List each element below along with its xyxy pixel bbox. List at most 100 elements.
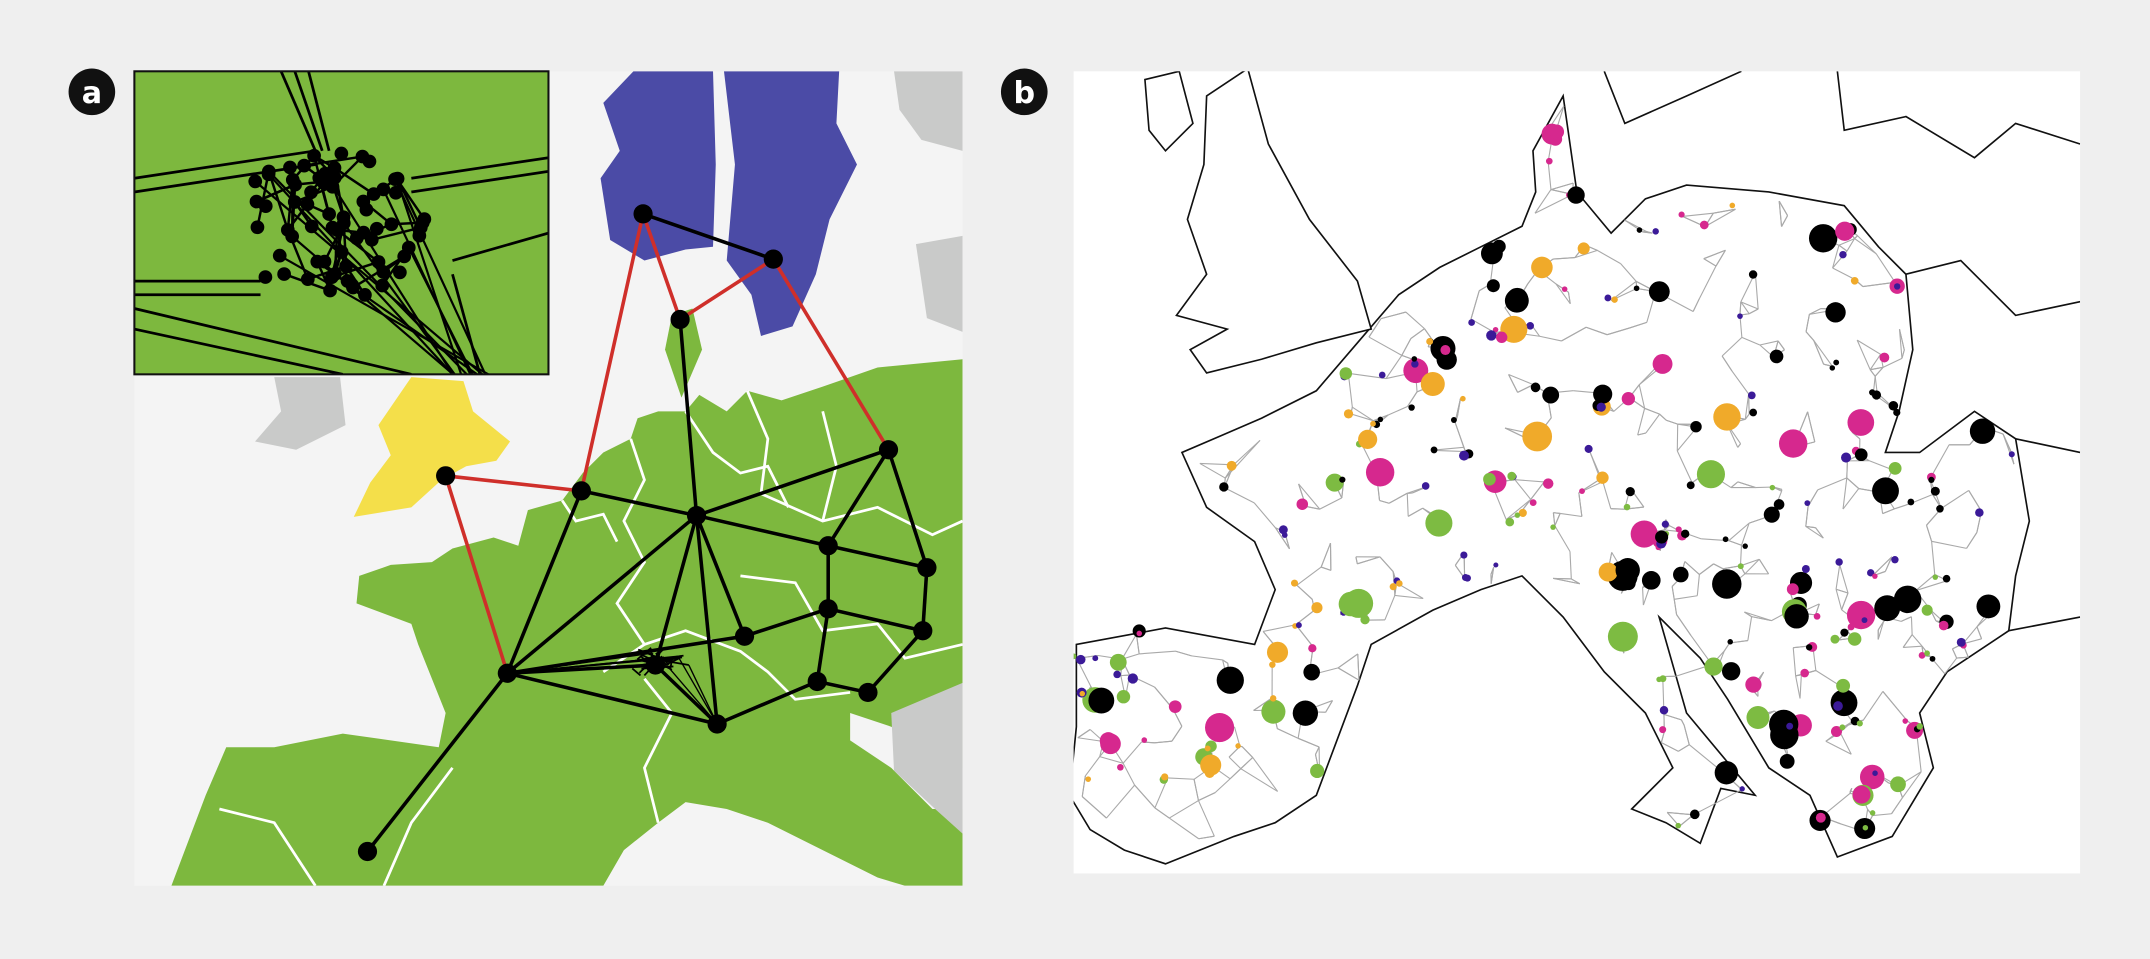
node-magenta bbox=[1813, 612, 1821, 620]
link-be-de bbox=[581, 489, 697, 518]
country-border bbox=[746, 390, 963, 537]
grid-line bbox=[1663, 525, 1670, 531]
grid-line bbox=[1122, 763, 1136, 786]
panel-b-badge: b bbox=[1000, 68, 1048, 116]
node-cz bbox=[818, 536, 838, 556]
interconnector-uk-fr bbox=[443, 475, 510, 674]
grid-line bbox=[1610, 508, 1625, 510]
node-magenta bbox=[1852, 785, 1871, 804]
grid-line bbox=[1723, 642, 1731, 652]
grid-line bbox=[1696, 574, 1700, 596]
inset-node bbox=[307, 148, 321, 163]
node-black bbox=[1567, 186, 1585, 204]
node-se bbox=[763, 249, 783, 269]
grid-line bbox=[1084, 756, 1101, 777]
grid-line bbox=[1642, 231, 1653, 234]
node-orange bbox=[1389, 583, 1397, 591]
country-border bbox=[219, 807, 317, 886]
country-border bbox=[644, 629, 851, 701]
node-orange bbox=[1577, 242, 1590, 255]
grid-line bbox=[1642, 587, 1644, 606]
link-de-fr bbox=[506, 514, 698, 675]
grid-line bbox=[1869, 369, 1876, 377]
node-magenta bbox=[1403, 358, 1429, 384]
node-magenta bbox=[1745, 676, 1762, 693]
inset-node bbox=[376, 265, 391, 279]
grid-line bbox=[1314, 746, 1320, 755]
node-purple bbox=[1891, 556, 1899, 564]
grid-line bbox=[1606, 327, 1630, 336]
node-black bbox=[1742, 543, 1748, 549]
grid-line bbox=[1962, 638, 1982, 645]
inset-node bbox=[417, 212, 432, 227]
grid-line bbox=[1387, 406, 1408, 416]
panel-b-network bbox=[1073, 105, 2015, 840]
node-green bbox=[1696, 460, 1725, 489]
country-border bbox=[561, 499, 619, 543]
grid-line bbox=[1805, 314, 1810, 332]
grid-line bbox=[1406, 493, 1409, 517]
node-green bbox=[1607, 621, 1638, 652]
grid-line bbox=[1319, 497, 1343, 510]
country-border bbox=[684, 410, 790, 508]
node-purple bbox=[1461, 574, 1469, 582]
node-purple bbox=[1526, 322, 1535, 330]
grid-line bbox=[1728, 522, 1750, 542]
node-it bbox=[707, 714, 727, 734]
inset-link bbox=[134, 149, 316, 180]
grid-line bbox=[1856, 339, 1881, 355]
eastern-border bbox=[1905, 259, 2081, 317]
node-magenta bbox=[1675, 526, 1682, 533]
node-purple bbox=[1739, 786, 1745, 792]
grid-line bbox=[1781, 215, 1789, 227]
grid-line bbox=[1637, 432, 1647, 436]
link-no-se bbox=[642, 212, 774, 261]
grid-line bbox=[1357, 653, 1360, 681]
grid-line bbox=[1877, 620, 1885, 631]
node-magenta bbox=[1902, 718, 1909, 724]
node-black bbox=[1641, 570, 1661, 590]
cluster-link bbox=[688, 664, 718, 725]
grid-line bbox=[1703, 249, 1726, 260]
node-black bbox=[1436, 349, 1457, 370]
grid-line bbox=[1547, 161, 1552, 190]
inset-node bbox=[297, 158, 312, 173]
cluster-link bbox=[663, 658, 673, 663]
node-orange bbox=[1522, 421, 1553, 452]
ireland-outline bbox=[1144, 71, 1194, 153]
node-black bbox=[1893, 585, 1922, 614]
inset-network bbox=[134, 71, 549, 375]
grid-line bbox=[1944, 657, 1958, 675]
node-magenta bbox=[1659, 726, 1667, 734]
grid-line bbox=[1296, 566, 1322, 586]
grid-line bbox=[1121, 634, 1137, 660]
node-purple bbox=[1652, 228, 1659, 235]
node-black bbox=[1483, 244, 1501, 261]
country-border bbox=[642, 677, 674, 824]
grid-line bbox=[1348, 372, 1387, 380]
inset-node bbox=[324, 174, 339, 188]
node-black bbox=[1773, 499, 1785, 510]
grid-line bbox=[1747, 616, 1753, 641]
grid-line bbox=[1805, 331, 1815, 341]
grid-line bbox=[1849, 788, 1853, 794]
grid-line bbox=[1792, 647, 1797, 676]
grid-line bbox=[1168, 817, 1200, 840]
inset-node bbox=[369, 221, 384, 236]
grid-line bbox=[1839, 564, 1849, 594]
node-magenta bbox=[1847, 623, 1855, 631]
inset-node bbox=[364, 232, 379, 247]
node-black bbox=[1615, 558, 1640, 583]
grid-line bbox=[1884, 556, 1893, 572]
eastern-border bbox=[2008, 616, 2081, 632]
node-black bbox=[1690, 420, 1702, 433]
node-magenta bbox=[1778, 429, 1808, 458]
grid-line bbox=[1744, 558, 1760, 575]
grid-line bbox=[1739, 301, 1742, 316]
inset-node bbox=[375, 278, 390, 293]
node-purple bbox=[1839, 250, 1847, 259]
link-hu-si bbox=[815, 608, 830, 682]
node-magenta bbox=[1846, 600, 1876, 630]
node-green bbox=[1116, 689, 1131, 704]
grid-line bbox=[1134, 784, 1156, 809]
